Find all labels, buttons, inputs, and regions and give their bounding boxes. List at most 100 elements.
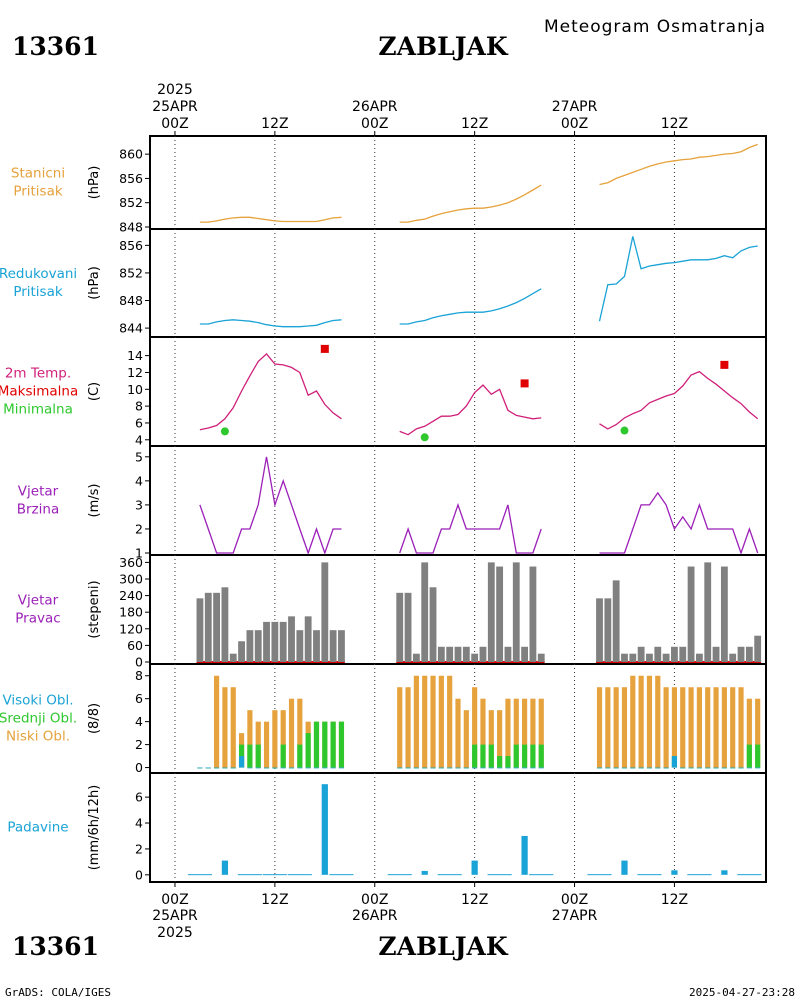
wind-direction-bar	[621, 653, 628, 662]
precipitation-bar	[187, 874, 213, 876]
wind-direction-bar	[720, 566, 728, 662]
cloud-bar	[696, 767, 702, 769]
wind-direction-bar	[487, 562, 495, 662]
precipitation-bar	[737, 874, 762, 876]
wind-direction-bar	[737, 646, 745, 662]
wind-direction-bar	[221, 587, 229, 662]
wind-direction-bar	[204, 592, 212, 662]
unit-label: (mm/6h/12h)	[87, 785, 102, 871]
y-tick-label: 6	[135, 790, 143, 805]
plot-area	[199, 143, 758, 223]
day-label: 27APR	[552, 908, 598, 924]
panel-label: Vjetar	[18, 593, 59, 609]
day-label: 27APR	[552, 99, 598, 115]
timestamp-text: 2025-04-27-23:28	[689, 986, 795, 999]
cloud-bar	[630, 767, 636, 769]
y-tick-label: 2	[135, 737, 143, 752]
wind-direction-bar	[454, 646, 462, 662]
cloud-bar	[497, 710, 503, 768]
cloud-bar	[621, 767, 628, 769]
series-line	[199, 352, 342, 431]
cloud-bar	[463, 710, 469, 768]
cloud-bar	[522, 744, 528, 768]
wind-direction-bar	[196, 598, 204, 662]
min-temp-marker	[220, 427, 229, 436]
cloud-bar	[238, 756, 245, 768]
cloud-bar	[272, 767, 278, 769]
cloud-bar	[447, 675, 453, 768]
wind-direction-bar	[687, 566, 695, 662]
cloud-bar	[538, 767, 544, 769]
wind-direction-bar	[263, 621, 270, 662]
cloud-bar	[688, 687, 694, 768]
cloud-bar	[338, 767, 345, 769]
panel-label: Redukovani	[0, 266, 77, 282]
panel-redukovani: 844 848 852 856 (hPa) Redukovani Pritisak	[0, 228, 767, 338]
y-tick-label: 4	[135, 816, 143, 831]
wind-direction-bar	[637, 646, 645, 662]
wind-direction-bar	[329, 630, 337, 662]
panel-brzina: 1 2 3 4 5 (m/s) Vjetar Brzina	[17, 445, 767, 561]
series-line	[599, 143, 758, 186]
wind-direction-bar	[646, 653, 653, 662]
y-tick-label: 848	[119, 293, 143, 308]
cloud-bar	[297, 698, 303, 768]
station-name-top: ZABLJAK	[378, 32, 509, 61]
series-line	[399, 502, 542, 554]
cloud-bar	[522, 767, 528, 769]
panel-label: Maksimalna	[0, 384, 78, 400]
y-tick-label: 300	[119, 571, 143, 586]
series-line	[399, 184, 542, 223]
cloud-bar	[696, 687, 702, 768]
cloud-bar	[297, 744, 303, 768]
cloud-bar	[746, 744, 752, 768]
wind-direction-bar	[754, 635, 762, 662]
y-tick-label: 120	[119, 621, 143, 636]
cloud-bar	[422, 767, 428, 769]
day-label: 26APR	[352, 99, 398, 115]
wind-direction-bar	[396, 592, 404, 662]
credit-text: GrADS: COLA/IGES	[5, 986, 111, 999]
cloud-bar	[430, 767, 436, 769]
cloud-bar	[663, 687, 669, 768]
hour-label: 00Z	[561, 116, 588, 132]
day-label: 25APR	[152, 99, 198, 115]
panel-oblaci: 0 2 4 6 8 (8/8) Visoki Obl. Srednji Obl. Niski O…	[0, 663, 767, 775]
cloud-bar	[247, 767, 253, 769]
panel-frame	[149, 135, 767, 230]
plot-area	[199, 344, 759, 442]
cloud-bar	[488, 744, 494, 768]
y-tick-label: 8	[135, 668, 143, 683]
cloud-bar	[596, 767, 603, 769]
cloud-bar	[721, 687, 727, 768]
y-tick-label: 856	[119, 171, 143, 186]
cloud-bar	[730, 687, 736, 768]
cloud-bar	[488, 710, 494, 768]
cloud-bar	[455, 767, 461, 769]
day-label: 26APR	[352, 908, 398, 924]
cloud-bar	[214, 675, 220, 768]
wind-direction-bar	[712, 646, 720, 662]
wind-direction-bar	[496, 566, 504, 662]
cloud-bar	[530, 744, 536, 768]
series-line	[599, 370, 759, 430]
panel-label: Minimalna	[3, 402, 73, 418]
panel-frame	[149, 445, 767, 556]
cloud-bar	[513, 698, 519, 768]
cloud-bar	[738, 687, 744, 768]
cloud-bar	[263, 767, 270, 769]
cloud-bar	[413, 767, 419, 769]
y-tick-label: 844	[119, 321, 143, 336]
cloud-bar	[480, 744, 486, 768]
cloud-bar	[755, 767, 761, 769]
cloud-bar	[313, 721, 320, 768]
series-line	[199, 456, 342, 555]
cloud-bar	[272, 710, 278, 768]
wind-direction-bar	[604, 598, 612, 662]
cloud-bar	[688, 767, 694, 769]
panel-label: Niski Obl.	[6, 729, 70, 745]
y-tick-label: 2	[135, 521, 143, 536]
panel-label: Pritisak	[13, 184, 63, 200]
panel-label: Pritisak	[13, 284, 63, 300]
cloud-bar	[738, 767, 744, 769]
